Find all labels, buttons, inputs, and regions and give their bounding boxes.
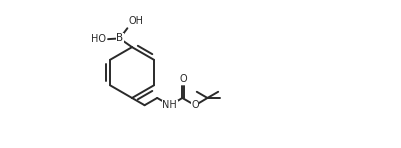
Text: B: B — [116, 33, 123, 43]
Text: OH: OH — [128, 16, 144, 26]
Text: HO: HO — [91, 34, 105, 44]
Text: NH: NH — [162, 100, 177, 110]
Text: O: O — [179, 74, 186, 84]
Text: O: O — [190, 100, 198, 110]
